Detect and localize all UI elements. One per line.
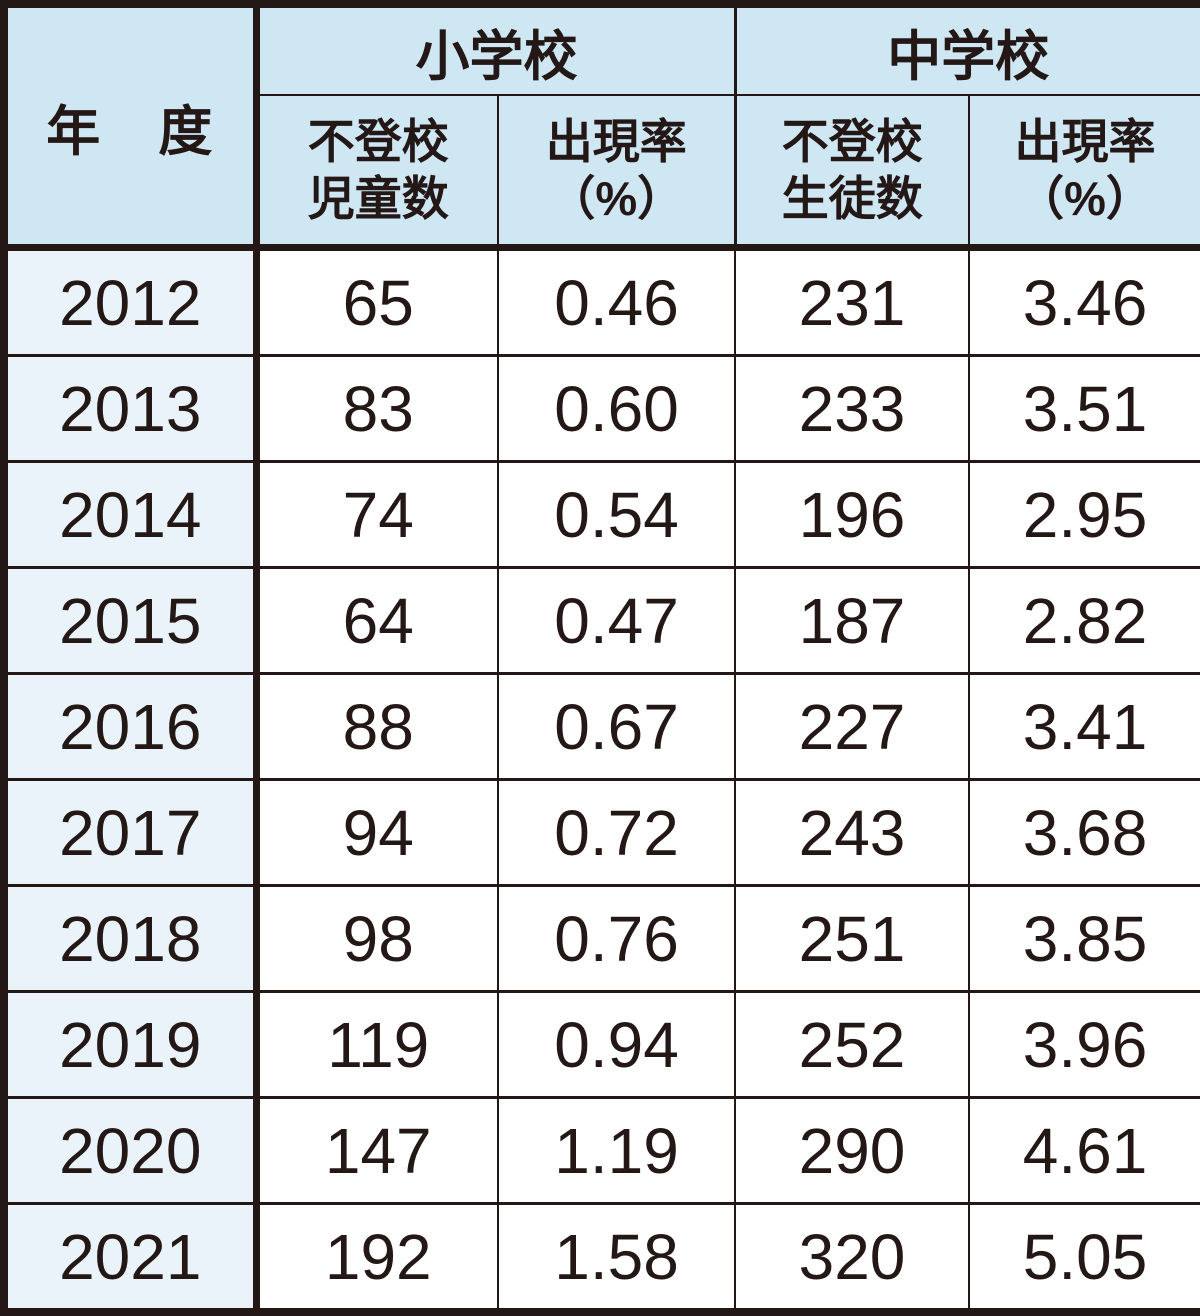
table-header: 年 度 小学校 中学校 不登校 児童数 出現率 （%） 不登校 生徒数 出現率 … xyxy=(3,3,1200,251)
jhs-rate-cell: 3.68 xyxy=(968,778,1200,887)
es-rate-cell: 0.47 xyxy=(497,566,736,675)
es-count-cell: 98 xyxy=(255,884,499,993)
jhs-rate-cell: 3.96 xyxy=(968,990,1200,1099)
es-rate-cell: 1.19 xyxy=(497,1096,736,1205)
es-count-cell: 147 xyxy=(255,1096,499,1205)
es-rate-cell: 0.46 xyxy=(497,246,736,357)
es-rate-cell: 0.72 xyxy=(497,778,736,887)
jhs-rate-cell: 5.05 xyxy=(968,1202,1200,1314)
table-row: 2018 98 0.76 251 3.85 xyxy=(3,884,1200,993)
jhs-count-cell: 252 xyxy=(734,990,970,1099)
jhs-rate-cell: 2.95 xyxy=(968,460,1200,569)
table-row: 2015 64 0.47 187 2.82 xyxy=(3,566,1200,675)
es-count-cell: 74 xyxy=(255,460,499,569)
jhs-count-cell: 233 xyxy=(734,354,970,463)
es-rate-cell: 1.58 xyxy=(497,1202,736,1314)
table-row: 2017 94 0.72 243 3.68 xyxy=(3,778,1200,887)
year-cell: 2018 xyxy=(3,884,260,993)
jhs-rate-cell: 4.61 xyxy=(968,1096,1200,1205)
jhs-count-cell: 231 xyxy=(734,246,970,357)
es-rate-cell: 0.94 xyxy=(497,990,736,1099)
jhs-rate-cell: 3.41 xyxy=(968,672,1200,781)
jhs-count-cell: 187 xyxy=(734,566,970,675)
jhs-count-cell: 196 xyxy=(734,460,970,569)
es-count-cell: 88 xyxy=(255,672,499,781)
table-row: 2013 83 0.60 233 3.51 xyxy=(3,354,1200,463)
jhs-rate-cell: 3.46 xyxy=(968,246,1200,357)
es-count-cell: 192 xyxy=(255,1202,499,1314)
year-cell: 2021 xyxy=(3,1202,260,1314)
es-rate-cell: 0.67 xyxy=(497,672,736,781)
es-count-cell: 119 xyxy=(255,990,499,1099)
table-body: 2012 65 0.46 231 3.46 2013 83 0.60 233 3… xyxy=(3,246,1200,1314)
jhs-rate-cell: 2.82 xyxy=(968,566,1200,675)
jhs-rate-cell: 3.51 xyxy=(968,354,1200,463)
table-row: 2020 147 1.19 290 4.61 xyxy=(3,1096,1200,1205)
year-cell: 2019 xyxy=(3,990,260,1099)
jhs-count-cell: 290 xyxy=(734,1096,970,1205)
table-row: 2019 119 0.94 252 3.96 xyxy=(3,990,1200,1099)
sub-header-row: 不登校 児童数 出現率 （%） 不登校 生徒数 出現率 （%） xyxy=(4,94,1200,251)
jhs-rate-cell: 3.85 xyxy=(968,884,1200,993)
es-count-cell: 94 xyxy=(255,778,499,887)
table-row: 2021 192 1.58 320 5.05 xyxy=(3,1202,1200,1314)
table-row: 2012 65 0.46 231 3.46 xyxy=(3,246,1200,357)
table-row: 2016 88 0.67 227 3.41 xyxy=(3,672,1200,781)
es-rate-cell: 0.60 xyxy=(497,354,736,463)
year-cell: 2014 xyxy=(3,460,260,569)
year-cell: 2012 xyxy=(3,246,260,357)
subheader-jhs-count: 不登校 生徒数 xyxy=(733,94,970,251)
es-rate-cell: 0.76 xyxy=(497,884,736,993)
jhs-count-cell: 251 xyxy=(734,884,970,993)
subheader-es-rate: 出現率 （%） xyxy=(497,94,736,251)
year-cell: 2015 xyxy=(3,566,260,675)
es-count-cell: 83 xyxy=(255,354,499,463)
es-count-cell: 65 xyxy=(255,246,499,357)
es-count-cell: 64 xyxy=(255,566,499,675)
table-row: 2014 74 0.54 196 2.95 xyxy=(3,460,1200,569)
jhs-count-cell: 320 xyxy=(734,1202,970,1314)
year-cell: 2020 xyxy=(3,1096,260,1205)
group-header-row: 年 度 小学校 中学校 xyxy=(3,3,1200,251)
jhs-count-cell: 243 xyxy=(734,778,970,887)
group-header-elementary: 小学校 xyxy=(255,3,736,96)
subheader-es-count: 不登校 児童数 xyxy=(255,94,499,251)
year-column-header: 年 度 xyxy=(3,3,260,251)
year-cell: 2016 xyxy=(3,672,260,781)
es-rate-cell: 0.54 xyxy=(497,460,736,569)
group-header-juniorhigh: 中学校 xyxy=(733,3,1200,96)
subheader-jhs-rate: 出現率 （%） xyxy=(968,94,1200,251)
jhs-count-cell: 227 xyxy=(734,672,970,781)
year-cell: 2013 xyxy=(3,354,260,463)
year-cell: 2017 xyxy=(3,778,260,887)
